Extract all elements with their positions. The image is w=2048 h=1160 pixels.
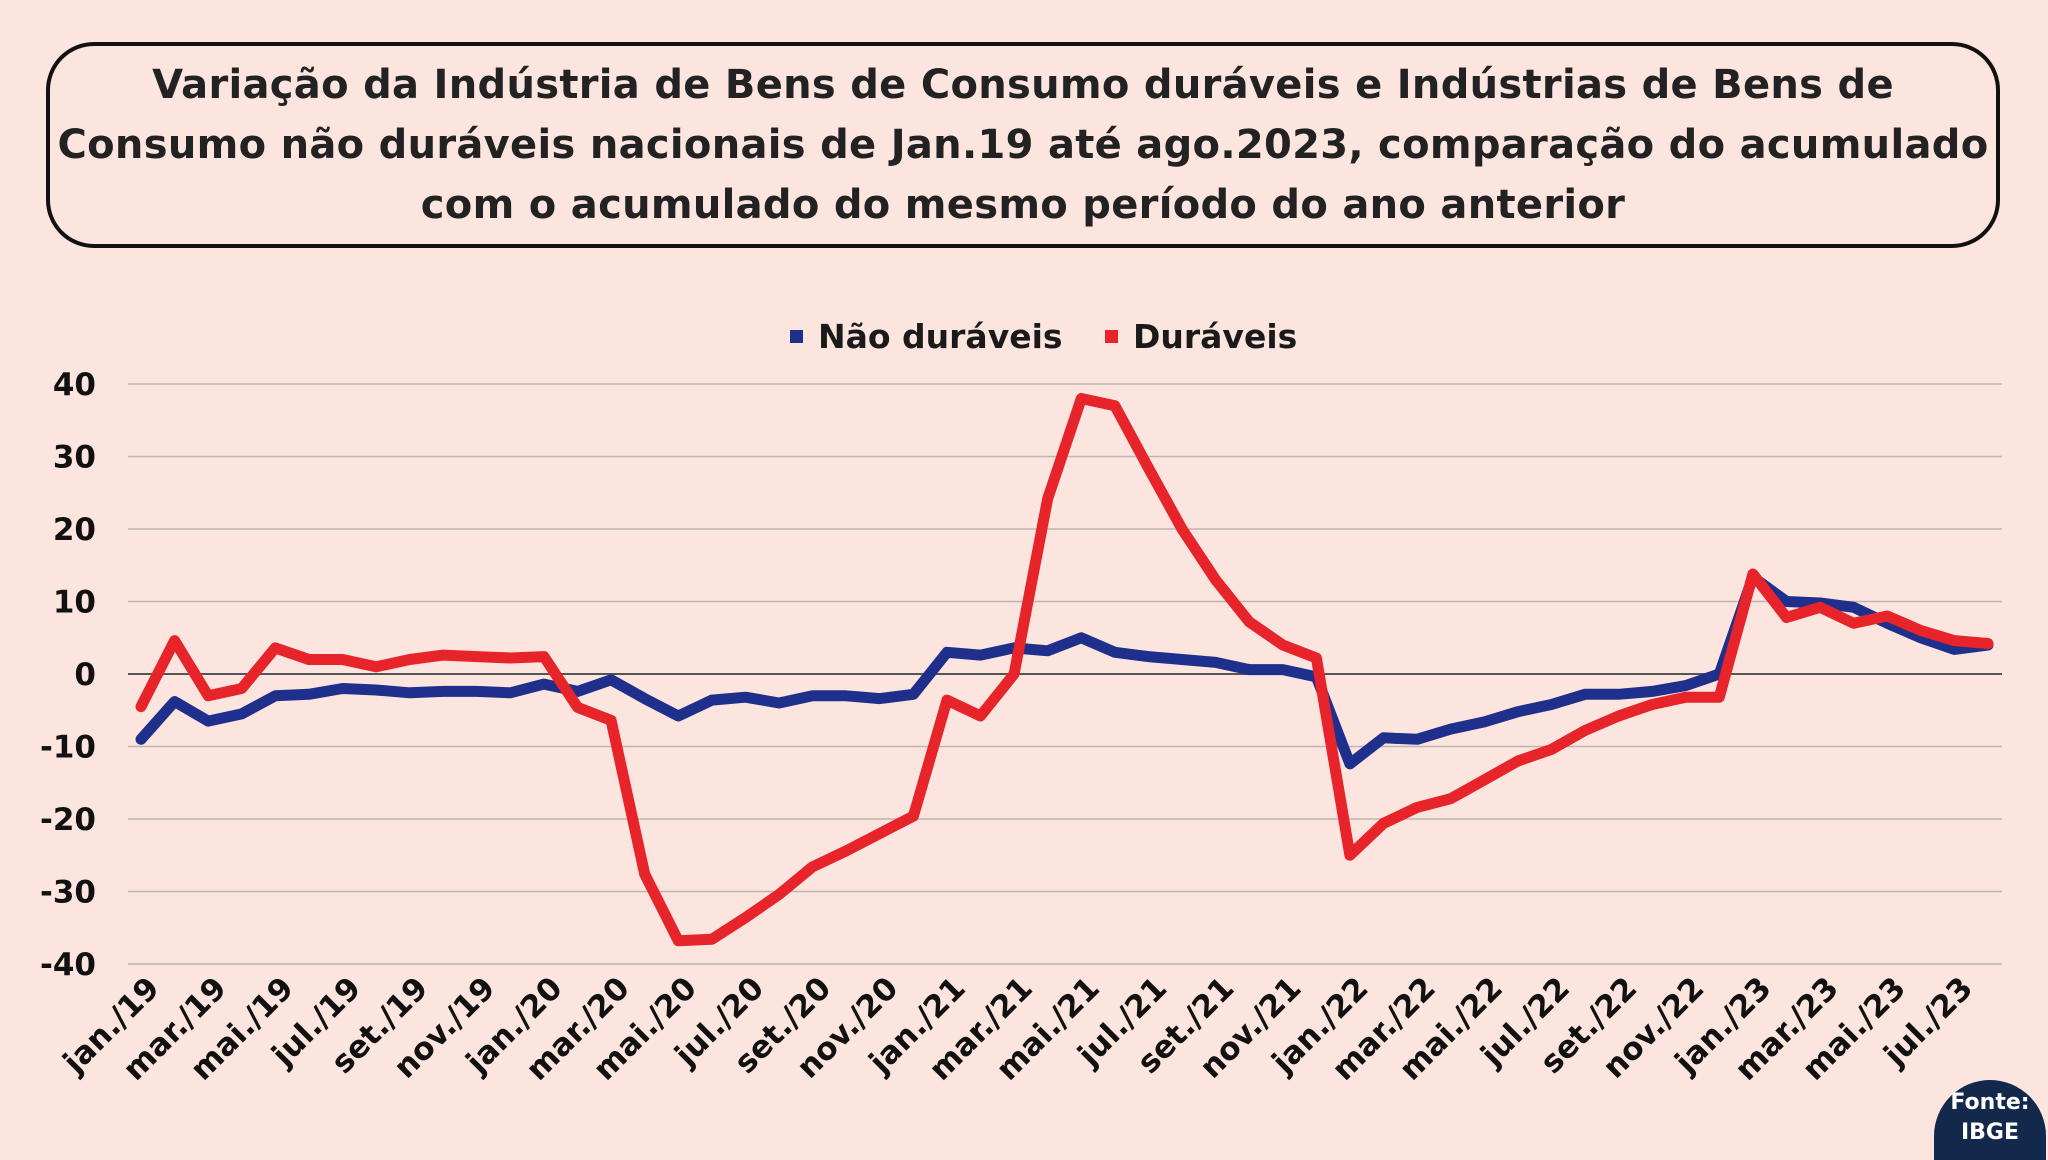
- y-tick-label: -40: [40, 947, 96, 983]
- series-line-duraveis: [135, 393, 1994, 947]
- y-tick-label: 30: [53, 440, 96, 476]
- series-line-nao-duraveis: [135, 571, 1994, 770]
- legend: Não duráveis Duráveis: [790, 317, 1297, 356]
- source-name: IBGE: [1960, 1120, 2020, 1145]
- y-axis-ticks: 40 30 20 10 0 -10 -20 -30 -40: [40, 367, 96, 983]
- x-axis-ticks: jan./19mar./19mai./19jul./19set./19nov./…: [55, 970, 1980, 1088]
- source-badge: Fonte: IBGE: [1934, 1080, 2046, 1160]
- grid: [128, 383, 2002, 965]
- legend-label-duraveis: Duráveis: [1133, 317, 1297, 356]
- series-lines: [135, 393, 1994, 947]
- y-tick-label: -20: [40, 802, 96, 838]
- source-label: Fonte:: [1950, 1090, 2030, 1115]
- legend-label-nao-duraveis: Não duráveis: [818, 317, 1063, 356]
- legend-swatch-duraveis: [1105, 330, 1118, 343]
- y-tick-label: -30: [40, 875, 96, 911]
- y-tick-label: 20: [53, 512, 96, 548]
- chart-title: Variação da Indústria de Bens de Consumo…: [57, 62, 1989, 228]
- title-box: Variação da Indústria de Bens de Consumo…: [46, 42, 2000, 248]
- legend-swatch-nao-duraveis: [790, 330, 803, 343]
- y-tick-label: 10: [53, 585, 96, 621]
- y-tick-label: 0: [74, 657, 96, 693]
- y-tick-label: 40: [53, 367, 96, 403]
- y-tick-label: -10: [40, 730, 96, 766]
